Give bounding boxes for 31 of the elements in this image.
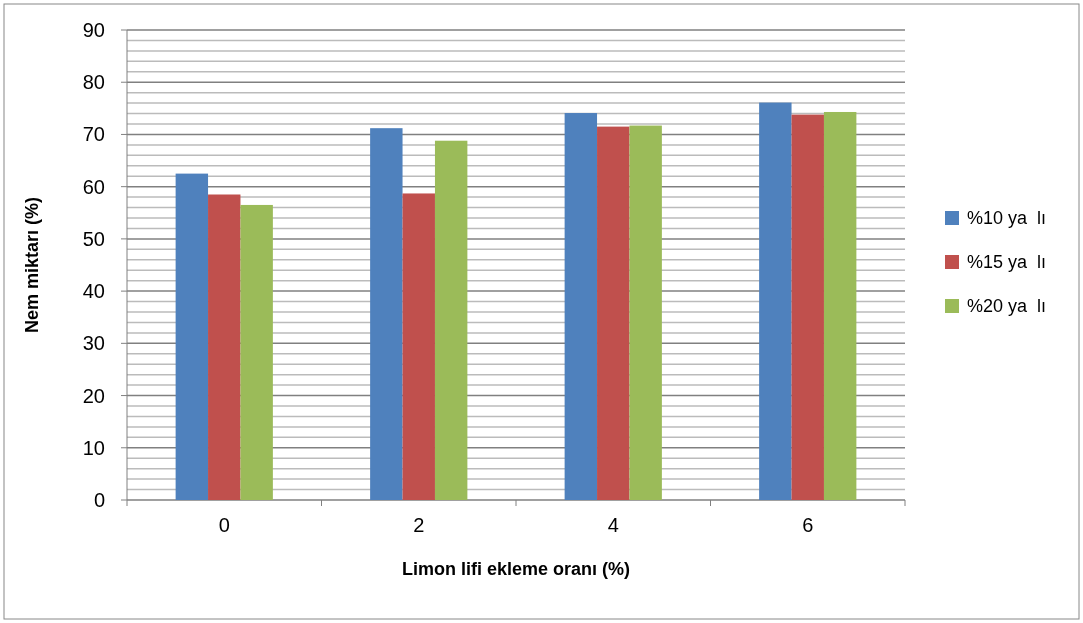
bar [823, 111, 857, 500]
bar [175, 173, 209, 500]
bar [564, 113, 598, 500]
y-tick-label: 30 [82, 332, 105, 355]
y-tick-label: 90 [82, 19, 105, 41]
bar [629, 125, 662, 500]
x-tick-label: 2 [413, 514, 425, 536]
x-axis-title: Limon lifi ekleme oranı (%) [401, 559, 631, 579]
bar [597, 126, 630, 500]
y-tick-label: 40 [82, 280, 105, 303]
y-tick-label: 50 [82, 227, 105, 250]
x-tick-label: 4 [607, 514, 619, 536]
x-tick-label: 0 [218, 514, 230, 536]
bar [208, 194, 241, 500]
legend-label: %10 ya lı [967, 208, 1047, 229]
y-tick-label: 10 [82, 436, 105, 459]
y-tick-label: 60 [82, 175, 105, 198]
bar [240, 204, 273, 500]
legend-label: %20 ya lı [967, 296, 1047, 317]
legend-label: %15 ya lı [967, 252, 1047, 273]
bar [370, 128, 403, 500]
bar [434, 140, 468, 500]
bar [402, 193, 435, 500]
y-tick-label: 70 [82, 123, 105, 146]
y-tick-label: 20 [82, 384, 105, 407]
y-tick-label: 80 [82, 71, 105, 94]
bar [791, 114, 824, 500]
y-axis-title: Nem miktarı (%) [22, 196, 42, 334]
x-tick-label: 6 [802, 514, 814, 536]
y-tick-label: 0 [93, 489, 105, 511]
bar [759, 102, 792, 500]
